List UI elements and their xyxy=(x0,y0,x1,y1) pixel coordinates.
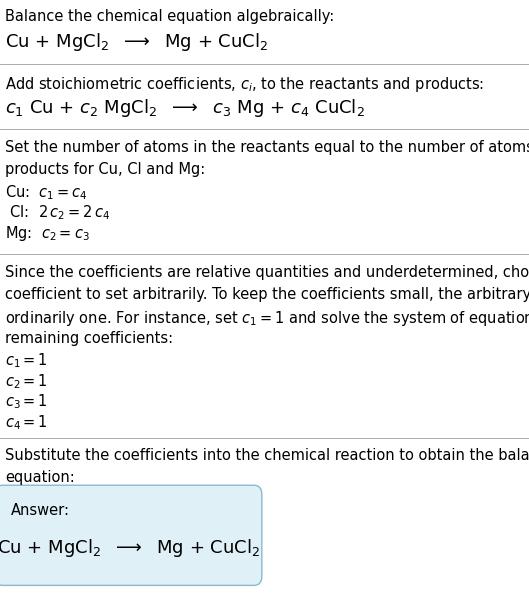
Text: Cu:  $c_1 = c_4$: Cu: $c_1 = c_4$ xyxy=(5,183,88,202)
Text: Cu + MgCl$_2$  $\longrightarrow$  Mg + CuCl$_2$: Cu + MgCl$_2$ $\longrightarrow$ Mg + CuC… xyxy=(5,31,269,53)
Text: Answer:: Answer: xyxy=(11,503,70,518)
Text: Cl:  $2\,c_2 = 2\,c_4$: Cl: $2\,c_2 = 2\,c_4$ xyxy=(5,203,111,222)
Text: $c_3 = 1$: $c_3 = 1$ xyxy=(5,393,48,412)
Text: Mg:  $c_2 = c_3$: Mg: $c_2 = c_3$ xyxy=(5,224,90,243)
Text: $c_1$ Cu + $c_2$ MgCl$_2$  $\longrightarrow$  $c_3$ Mg + $c_4$ CuCl$_2$: $c_1$ Cu + $c_2$ MgCl$_2$ $\longrightarr… xyxy=(5,97,365,118)
Text: Add stoichiometric coefficients, $c_i$, to the reactants and products:: Add stoichiometric coefficients, $c_i$, … xyxy=(5,75,485,93)
Text: Cu + MgCl$_2$  $\longrightarrow$  Mg + CuCl$_2$: Cu + MgCl$_2$ $\longrightarrow$ Mg + CuC… xyxy=(0,537,260,558)
Text: $c_1 = 1$: $c_1 = 1$ xyxy=(5,351,48,370)
Text: Substitute the coefficients into the chemical reaction to obtain the balanced: Substitute the coefficients into the che… xyxy=(5,449,529,464)
FancyBboxPatch shape xyxy=(0,485,262,585)
Text: coefficient to set arbitrarily. To keep the coefficients small, the arbitrary va: coefficient to set arbitrarily. To keep … xyxy=(5,287,529,302)
Text: products for Cu, Cl and Mg:: products for Cu, Cl and Mg: xyxy=(5,162,206,177)
Text: $c_4 = 1$: $c_4 = 1$ xyxy=(5,413,48,432)
Text: $c_2 = 1$: $c_2 = 1$ xyxy=(5,372,48,391)
Text: Balance the chemical equation algebraically:: Balance the chemical equation algebraica… xyxy=(5,9,334,24)
Text: Since the coefficients are relative quantities and underdetermined, choose a: Since the coefficients are relative quan… xyxy=(5,265,529,280)
Text: remaining coefficients:: remaining coefficients: xyxy=(5,331,174,345)
Text: Set the number of atoms in the reactants equal to the number of atoms in the: Set the number of atoms in the reactants… xyxy=(5,140,529,155)
Text: equation:: equation: xyxy=(5,470,75,486)
Text: ordinarily one. For instance, set $c_1 = 1$ and solve the system of equations fo: ordinarily one. For instance, set $c_1 =… xyxy=(5,309,529,328)
